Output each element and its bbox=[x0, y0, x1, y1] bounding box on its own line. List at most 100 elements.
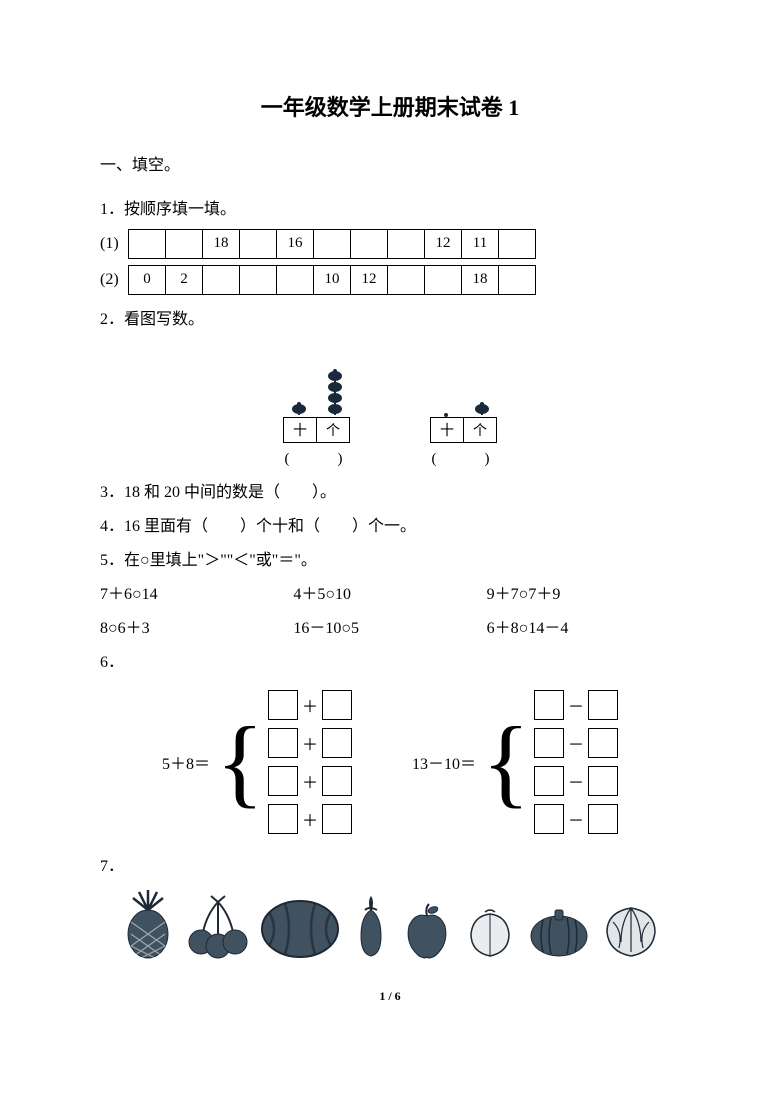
answer-box bbox=[268, 804, 298, 834]
abacus-bead bbox=[475, 404, 489, 414]
apple-icon bbox=[401, 902, 453, 965]
brace-icon: { bbox=[482, 717, 530, 807]
abacus-rod bbox=[326, 371, 344, 415]
abacus-answer-paren: ( ) bbox=[430, 447, 497, 468]
q6-box-row: － bbox=[534, 804, 618, 834]
q6-operator: ＋ bbox=[302, 693, 318, 717]
sequence-table: 02101218 bbox=[128, 265, 536, 295]
page-title: 一年级数学上册期末试卷 1 bbox=[100, 90, 680, 122]
sequence-cell bbox=[203, 265, 240, 294]
abacus-bead bbox=[328, 393, 342, 403]
q6-box-row: ＋ bbox=[268, 728, 352, 758]
sequence-cell bbox=[166, 229, 203, 258]
cherries-icon bbox=[187, 894, 249, 965]
compare-item: 9＋7○7＋9 bbox=[487, 580, 680, 604]
q6-lhs: 5＋8＝ bbox=[162, 750, 210, 774]
sequence-cell bbox=[499, 265, 536, 294]
answer-box bbox=[534, 690, 564, 720]
q6-equation: 5＋8＝{ ＋ ＋ ＋ ＋ bbox=[162, 690, 352, 834]
answer-box bbox=[588, 804, 618, 834]
answer-box bbox=[534, 766, 564, 796]
sequence-cell bbox=[277, 265, 314, 294]
abacus-base: 十个 bbox=[283, 417, 350, 443]
sequence-row: (2)02101218 bbox=[100, 265, 680, 295]
abacus-answer-paren: ( ) bbox=[283, 447, 350, 468]
sequence-cell: 12 bbox=[351, 265, 388, 294]
question-6: 6． bbox=[100, 648, 680, 672]
pineapple-icon bbox=[119, 888, 177, 965]
sequence-cell bbox=[425, 265, 462, 294]
watermelon-icon bbox=[259, 898, 341, 965]
answer-box bbox=[322, 804, 352, 834]
q6-box-row: － bbox=[534, 728, 618, 758]
compare-item: 6＋8○14－4 bbox=[487, 614, 680, 638]
sequence-cell bbox=[314, 229, 351, 258]
q6-operator: － bbox=[568, 807, 584, 831]
abacus: 十个 ( ) bbox=[283, 345, 350, 468]
sequence-table: 18161211 bbox=[128, 229, 536, 259]
answer-box bbox=[322, 728, 352, 758]
abacus-bead bbox=[292, 404, 306, 414]
abacus-ones-label: 个 bbox=[317, 418, 349, 442]
q6-container: 5＋8＝{＋＋＋＋13－10＝{－－－－ bbox=[100, 690, 680, 834]
compare-item: 7＋6○14 bbox=[100, 580, 293, 604]
q6-box-row: ＋ bbox=[268, 766, 352, 796]
q6-operator: ＋ bbox=[302, 731, 318, 755]
sequence-cell bbox=[351, 229, 388, 258]
eggplant-icon bbox=[351, 896, 391, 965]
sequence-row-label: (2) bbox=[100, 271, 128, 289]
sequence-cell bbox=[240, 265, 277, 294]
compare-item: 4＋5○10 bbox=[293, 580, 486, 604]
sequence-row: (1)18161211 bbox=[100, 229, 680, 259]
answer-box bbox=[534, 804, 564, 834]
sequence-cell bbox=[388, 229, 425, 258]
abacus-bead bbox=[328, 404, 342, 414]
sequence-cell bbox=[240, 229, 277, 258]
answer-box bbox=[588, 690, 618, 720]
abacus-base: 十个 bbox=[430, 417, 497, 443]
peach-icon bbox=[463, 906, 517, 965]
brace-icon: { bbox=[216, 717, 264, 807]
q6-operator: － bbox=[568, 769, 584, 793]
answer-box bbox=[268, 766, 298, 796]
abacus-container: 十个( )十个( ) bbox=[100, 345, 680, 468]
fruit-row bbox=[100, 888, 680, 965]
cabbage-icon bbox=[601, 902, 661, 965]
answer-box bbox=[588, 728, 618, 758]
sequence-cell: 16 bbox=[277, 229, 314, 258]
question-1: 1．按顺序填一填。 bbox=[100, 195, 680, 219]
question-3: 3．18 和 20 中间的数是（ ）。 bbox=[100, 478, 680, 502]
abacus-rod bbox=[290, 404, 308, 415]
q6-box-row: ＋ bbox=[268, 690, 352, 720]
abacus: 十个 ( ) bbox=[430, 345, 497, 468]
compare-item: 8○6＋3 bbox=[100, 614, 293, 638]
compare-grid: 7＋6○144＋5○109＋7○7＋98○6＋316－10○56＋8○14－4 bbox=[100, 580, 680, 638]
sequence-cell bbox=[388, 265, 425, 294]
section-1-heading: 一、填空。 bbox=[100, 152, 680, 181]
abacus-bead bbox=[328, 371, 342, 381]
answer-box bbox=[322, 766, 352, 796]
q6-operator: － bbox=[568, 731, 584, 755]
answer-box bbox=[534, 728, 564, 758]
sequence-cell: 0 bbox=[129, 265, 166, 294]
sequence-cell bbox=[499, 229, 536, 258]
q6-box-row: ＋ bbox=[268, 804, 352, 834]
pumpkin-icon bbox=[527, 906, 591, 965]
question-5: 5．在○里填上"＞""＜"或"＝"。 bbox=[100, 546, 680, 570]
abacus-tens-label: 十 bbox=[284, 418, 317, 442]
q6-operator: ＋ bbox=[302, 769, 318, 793]
abacus-bead bbox=[328, 382, 342, 392]
answer-box bbox=[268, 690, 298, 720]
abacus-ones-label: 个 bbox=[464, 418, 496, 442]
sequence-row-label: (1) bbox=[100, 235, 128, 253]
q6-operator: ＋ bbox=[302, 807, 318, 831]
sequence-cell: 18 bbox=[462, 265, 499, 294]
sequence-cell: 2 bbox=[166, 265, 203, 294]
answer-box bbox=[322, 690, 352, 720]
question-7: 7． bbox=[100, 852, 680, 876]
sequence-cell bbox=[129, 229, 166, 258]
sequence-cell: 11 bbox=[462, 229, 499, 258]
question-4: 4．16 里面有（ ）个十和（ ）个一。 bbox=[100, 512, 680, 536]
abacus-tens-label: 十 bbox=[431, 418, 464, 442]
answer-box bbox=[588, 766, 618, 796]
